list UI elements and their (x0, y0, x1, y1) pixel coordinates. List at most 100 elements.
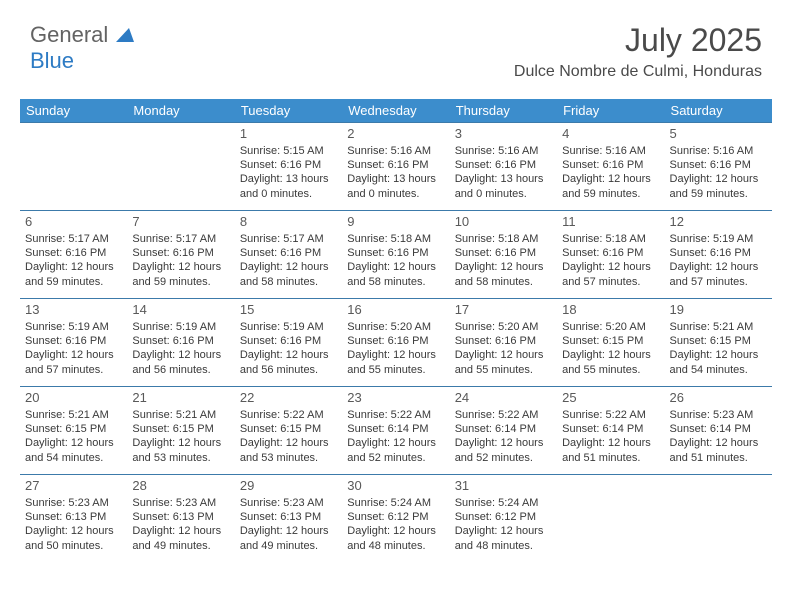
sunrise-line: Sunrise: 5:18 AM (455, 232, 552, 246)
daylight-line: Daylight: 12 hours and 58 minutes. (347, 260, 444, 289)
sunrise-line: Sunrise: 5:17 AM (240, 232, 337, 246)
sunset-line: Sunset: 6:16 PM (347, 246, 444, 260)
calendar-day-cell: 7Sunrise: 5:17 AMSunset: 6:16 PMDaylight… (127, 211, 234, 299)
calendar-week-row: 20Sunrise: 5:21 AMSunset: 6:15 PMDayligh… (20, 387, 772, 475)
calendar-day-cell: 4Sunrise: 5:16 AMSunset: 6:16 PMDaylight… (557, 123, 664, 211)
sunrise-line: Sunrise: 5:20 AM (455, 320, 552, 334)
daylight-line: Daylight: 12 hours and 56 minutes. (240, 348, 337, 377)
calendar-day-cell: 28Sunrise: 5:23 AMSunset: 6:13 PMDayligh… (127, 475, 234, 563)
sunrise-line: Sunrise: 5:21 AM (670, 320, 767, 334)
calendar-day-cell: 24Sunrise: 5:22 AMSunset: 6:14 PMDayligh… (450, 387, 557, 475)
calendar-day-cell: 29Sunrise: 5:23 AMSunset: 6:13 PMDayligh… (235, 475, 342, 563)
calendar-day-cell: 27Sunrise: 5:23 AMSunset: 6:13 PMDayligh… (20, 475, 127, 563)
sunrise-line: Sunrise: 5:19 AM (240, 320, 337, 334)
calendar-week-row: 1Sunrise: 5:15 AMSunset: 6:16 PMDaylight… (20, 123, 772, 211)
sunrise-line: Sunrise: 5:24 AM (455, 496, 552, 510)
sunset-line: Sunset: 6:16 PM (240, 158, 337, 172)
sunset-line: Sunset: 6:16 PM (455, 334, 552, 348)
calendar-day-cell: 15Sunrise: 5:19 AMSunset: 6:16 PMDayligh… (235, 299, 342, 387)
sunset-line: Sunset: 6:16 PM (132, 334, 229, 348)
daylight-line: Daylight: 12 hours and 49 minutes. (132, 524, 229, 553)
day-number: 21 (132, 390, 229, 407)
day-number: 12 (670, 214, 767, 231)
day-number: 20 (25, 390, 122, 407)
brand-logo: General Blue (30, 22, 134, 74)
daylight-line: Daylight: 12 hours and 52 minutes. (347, 436, 444, 465)
weekday-header: Friday (557, 99, 664, 123)
calendar-day-cell: 17Sunrise: 5:20 AMSunset: 6:16 PMDayligh… (450, 299, 557, 387)
sunrise-line: Sunrise: 5:21 AM (25, 408, 122, 422)
brand-part1: General (30, 22, 108, 47)
sunset-line: Sunset: 6:14 PM (562, 422, 659, 436)
sunset-line: Sunset: 6:16 PM (25, 334, 122, 348)
sunset-line: Sunset: 6:14 PM (670, 422, 767, 436)
daylight-line: Daylight: 12 hours and 58 minutes. (240, 260, 337, 289)
day-number: 7 (132, 214, 229, 231)
sunrise-line: Sunrise: 5:23 AM (25, 496, 122, 510)
day-number: 26 (670, 390, 767, 407)
calendar-day-cell: 25Sunrise: 5:22 AMSunset: 6:14 PMDayligh… (557, 387, 664, 475)
sunrise-line: Sunrise: 5:18 AM (347, 232, 444, 246)
daylight-line: Daylight: 12 hours and 56 minutes. (132, 348, 229, 377)
sunrise-line: Sunrise: 5:23 AM (240, 496, 337, 510)
calendar-day-cell: 5Sunrise: 5:16 AMSunset: 6:16 PMDaylight… (665, 123, 772, 211)
sunrise-line: Sunrise: 5:19 AM (132, 320, 229, 334)
sunset-line: Sunset: 6:15 PM (25, 422, 122, 436)
calendar-week-row: 13Sunrise: 5:19 AMSunset: 6:16 PMDayligh… (20, 299, 772, 387)
calendar-day-cell (127, 123, 234, 211)
sunset-line: Sunset: 6:14 PM (347, 422, 444, 436)
sunrise-line: Sunrise: 5:16 AM (347, 144, 444, 158)
daylight-line: Daylight: 12 hours and 55 minutes. (562, 348, 659, 377)
location-label: Dulce Nombre de Culmi, Honduras (514, 63, 762, 81)
calendar-day-cell: 18Sunrise: 5:20 AMSunset: 6:15 PMDayligh… (557, 299, 664, 387)
day-number: 3 (455, 126, 552, 143)
day-number: 16 (347, 302, 444, 319)
day-number: 8 (240, 214, 337, 231)
weekday-header-row: Sunday Monday Tuesday Wednesday Thursday… (20, 99, 772, 123)
calendar-day-cell: 14Sunrise: 5:19 AMSunset: 6:16 PMDayligh… (127, 299, 234, 387)
sunset-line: Sunset: 6:16 PM (562, 158, 659, 172)
calendar-day-cell: 9Sunrise: 5:18 AMSunset: 6:16 PMDaylight… (342, 211, 449, 299)
day-number: 22 (240, 390, 337, 407)
day-number: 30 (347, 478, 444, 495)
daylight-line: Daylight: 12 hours and 52 minutes. (455, 436, 552, 465)
calendar-table: Sunday Monday Tuesday Wednesday Thursday… (20, 99, 772, 563)
day-number: 15 (240, 302, 337, 319)
daylight-line: Daylight: 12 hours and 54 minutes. (25, 436, 122, 465)
sunrise-line: Sunrise: 5:20 AM (347, 320, 444, 334)
sunrise-line: Sunrise: 5:16 AM (670, 144, 767, 158)
title-block: July 2025 Dulce Nombre de Culmi, Hondura… (514, 22, 762, 81)
calendar-day-cell: 10Sunrise: 5:18 AMSunset: 6:16 PMDayligh… (450, 211, 557, 299)
weekday-header: Wednesday (342, 99, 449, 123)
sunrise-line: Sunrise: 5:24 AM (347, 496, 444, 510)
daylight-line: Daylight: 12 hours and 50 minutes. (25, 524, 122, 553)
calendar-day-cell: 23Sunrise: 5:22 AMSunset: 6:14 PMDayligh… (342, 387, 449, 475)
sunrise-line: Sunrise: 5:22 AM (347, 408, 444, 422)
day-number: 31 (455, 478, 552, 495)
day-number: 18 (562, 302, 659, 319)
weekday-header: Tuesday (235, 99, 342, 123)
brand-triangle-icon (116, 29, 134, 46)
daylight-line: Daylight: 12 hours and 57 minutes. (670, 260, 767, 289)
day-number: 28 (132, 478, 229, 495)
daylight-line: Daylight: 12 hours and 55 minutes. (455, 348, 552, 377)
calendar-day-cell: 12Sunrise: 5:19 AMSunset: 6:16 PMDayligh… (665, 211, 772, 299)
sunrise-line: Sunrise: 5:19 AM (25, 320, 122, 334)
sunset-line: Sunset: 6:16 PM (670, 158, 767, 172)
day-number: 6 (25, 214, 122, 231)
sunrise-line: Sunrise: 5:22 AM (240, 408, 337, 422)
daylight-line: Daylight: 12 hours and 57 minutes. (25, 348, 122, 377)
brand-part2: Blue (30, 48, 74, 73)
sunset-line: Sunset: 6:16 PM (455, 246, 552, 260)
sunset-line: Sunset: 6:15 PM (132, 422, 229, 436)
sunset-line: Sunset: 6:13 PM (132, 510, 229, 524)
calendar-day-cell: 11Sunrise: 5:18 AMSunset: 6:16 PMDayligh… (557, 211, 664, 299)
calendar-day-cell: 21Sunrise: 5:21 AMSunset: 6:15 PMDayligh… (127, 387, 234, 475)
calendar-day-cell (665, 475, 772, 563)
sunset-line: Sunset: 6:12 PM (455, 510, 552, 524)
sunset-line: Sunset: 6:16 PM (562, 246, 659, 260)
sunset-line: Sunset: 6:14 PM (455, 422, 552, 436)
sunrise-line: Sunrise: 5:20 AM (562, 320, 659, 334)
calendar-day-cell: 31Sunrise: 5:24 AMSunset: 6:12 PMDayligh… (450, 475, 557, 563)
daylight-line: Daylight: 13 hours and 0 minutes. (240, 172, 337, 201)
